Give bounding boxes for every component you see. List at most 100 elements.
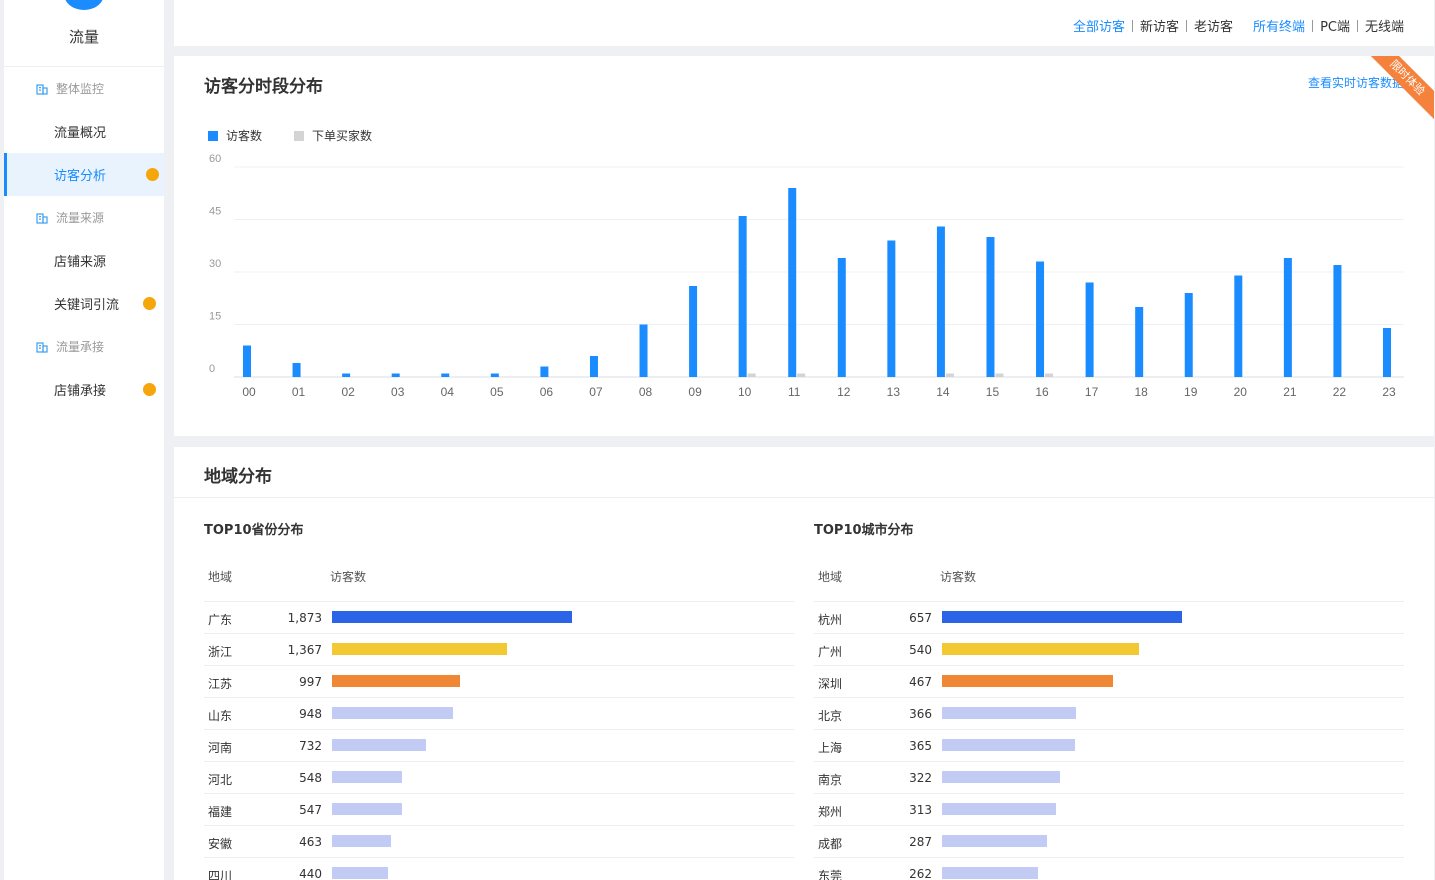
bar-visitors[interactable] <box>1333 265 1342 377</box>
bar-visitors[interactable] <box>342 373 351 378</box>
x-tick-label: 21 <box>1283 385 1297 399</box>
bar-visitors[interactable] <box>986 237 995 377</box>
province-table: TOP10省份分布 地域 访客数 广东 1,873 浙江 1,367 江苏 997 山东 94… <box>204 519 794 880</box>
region-name: 上海 <box>818 741 843 755</box>
x-tick-label: 06 <box>540 385 554 399</box>
y-tick-label: 15 <box>209 311 221 323</box>
visitor-count: 997 <box>299 675 322 689</box>
bar-visitors[interactable] <box>738 216 747 377</box>
sidebar-item[interactable]: 流量概况 <box>4 110 164 153</box>
visitor-count: 322 <box>909 771 932 785</box>
visitor-bar <box>332 835 391 847</box>
notification-dot <box>146 168 159 181</box>
region-name: 山东 <box>208 709 233 723</box>
bar-visitors[interactable] <box>887 240 896 378</box>
y-tick-label: 60 <box>209 153 221 165</box>
table-row: 东莞 262 <box>814 858 1404 880</box>
visitor-count: 313 <box>909 803 932 817</box>
x-tick-label: 04 <box>441 385 455 399</box>
visitor-count: 547 <box>299 803 322 817</box>
bar-visitors[interactable] <box>391 373 400 378</box>
bar-visitors[interactable] <box>689 286 698 377</box>
x-tick-label: 13 <box>887 385 901 399</box>
bar-visitors[interactable] <box>1383 328 1391 377</box>
table-row: 南京 322 <box>814 762 1404 794</box>
bar-visitors[interactable] <box>639 324 648 378</box>
visitor-count: 948 <box>299 707 322 721</box>
table-row: 北京 366 <box>814 698 1404 730</box>
sidebar-group: 流量来源 <box>4 196 164 239</box>
y-tick-label: 0 <box>209 363 215 375</box>
device-filter-option[interactable]: 所有终端 <box>1253 20 1306 35</box>
bar-visitors[interactable] <box>589 356 598 377</box>
visitor-bar <box>942 707 1076 719</box>
table-header: 地域 访客数 <box>814 568 1404 590</box>
x-tick-label: 07 <box>589 385 603 399</box>
visitor-bar <box>332 707 453 719</box>
visitor-filter-option[interactable]: 老访客 <box>1194 20 1234 35</box>
visitor-bar <box>332 611 572 623</box>
region-name: 安徽 <box>208 837 233 851</box>
bar-buyers[interactable] <box>995 373 1004 378</box>
sidebar-item[interactable]: 关键词引流 <box>4 282 164 325</box>
region-name: 河北 <box>208 773 233 787</box>
legend-swatch-visitors <box>208 130 218 141</box>
sidebar-item[interactable]: 店铺来源 <box>4 239 164 282</box>
col-region: 地域 <box>818 570 843 584</box>
visitor-bar <box>332 739 426 751</box>
visitor-filter-option[interactable]: 全部访客 <box>1073 20 1126 35</box>
legend-item-visitors[interactable]: 访客数 <box>208 127 262 144</box>
visitor-bar <box>942 835 1047 847</box>
device-filter-option[interactable]: 无线端 <box>1364 20 1404 35</box>
bar-visitors[interactable] <box>441 373 450 378</box>
x-tick-label: 09 <box>688 385 702 399</box>
col-region: 地域 <box>208 570 233 584</box>
region-distribution-panel: 地域分布 TOP10省份分布 地域 访客数 广东 1,873 浙江 1,367 江苏 99… <box>174 447 1434 880</box>
table-row: 福建 547 <box>204 794 794 826</box>
separator <box>1312 19 1314 32</box>
realtime-visitors-link[interactable]: 查看实时访客数据 <box>1307 76 1404 90</box>
legend-label: 访客数 <box>226 129 263 143</box>
bar-buyers[interactable] <box>1045 373 1054 378</box>
bar-visitors[interactable] <box>837 258 846 377</box>
building-icon <box>36 341 48 353</box>
bar-visitors[interactable] <box>1283 258 1292 377</box>
bar-visitors[interactable] <box>490 373 499 378</box>
region-name: 广东 <box>208 613 233 627</box>
region-name: 郑州 <box>818 805 843 819</box>
y-tick-label: 45 <box>209 206 221 218</box>
bar-buyers[interactable] <box>945 373 954 378</box>
bar-visitors[interactable] <box>292 363 301 377</box>
region-name: 深圳 <box>818 677 843 691</box>
sidebar-item[interactable]: 店铺承接 <box>4 368 164 411</box>
sidebar-item-label: 访客分析 <box>54 169 107 184</box>
bar-visitors[interactable] <box>1036 261 1045 378</box>
bar-buyers[interactable] <box>797 373 806 378</box>
region-name: 河南 <box>208 741 233 755</box>
x-tick-label: 15 <box>986 385 1000 399</box>
sidebar-group: 流量承接 <box>4 325 164 368</box>
sidebar-item-label: 店铺承接 <box>54 384 107 399</box>
legend-item-buyers[interactable]: 下单买家数 <box>294 127 372 144</box>
bar-visitors[interactable] <box>788 188 797 377</box>
bar-visitors[interactable] <box>1184 293 1193 377</box>
sidebar-item[interactable]: 访客分析 <box>4 153 164 196</box>
visitor-count: 287 <box>909 835 932 849</box>
bar-visitors[interactable] <box>936 226 945 378</box>
visitor-filter-option[interactable]: 新访客 <box>1140 20 1180 35</box>
table-row: 江苏 997 <box>204 666 794 698</box>
bar-visitors[interactable] <box>243 345 251 378</box>
table-row: 成都 287 <box>814 826 1404 858</box>
building-icon <box>36 212 48 224</box>
bar-buyers[interactable] <box>747 373 756 378</box>
visitor-count: 463 <box>299 835 322 849</box>
bar-visitors[interactable] <box>1085 282 1094 378</box>
divider <box>174 497 1434 498</box>
visitor-count: 548 <box>299 771 322 785</box>
legend-swatch-buyers <box>294 130 305 141</box>
device-filter-option[interactable]: PC端 <box>1320 20 1350 35</box>
bar-visitors[interactable] <box>1135 307 1144 377</box>
bar-visitors[interactable] <box>540 366 549 378</box>
bar-visitors[interactable] <box>1234 275 1243 378</box>
table-row: 深圳 467 <box>814 666 1404 698</box>
